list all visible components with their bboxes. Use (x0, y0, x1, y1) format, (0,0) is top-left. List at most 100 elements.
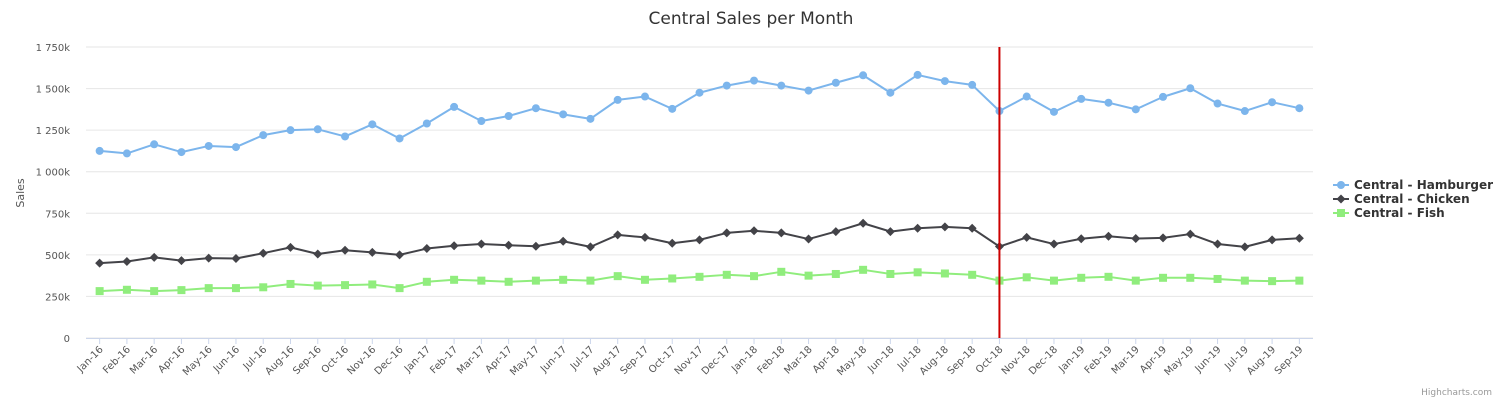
data-point[interactable] (1240, 242, 1250, 252)
data-point[interactable] (450, 275, 459, 284)
data-point[interactable] (1268, 98, 1277, 107)
data-point[interactable] (477, 116, 486, 125)
data-point[interactable] (859, 71, 868, 80)
data-point[interactable] (804, 271, 813, 280)
data-point[interactable] (395, 134, 404, 143)
data-point[interactable] (695, 272, 704, 281)
data-point[interactable] (231, 254, 241, 264)
data-point[interactable] (177, 286, 186, 295)
data-point[interactable] (368, 280, 377, 289)
data-point[interactable] (695, 235, 704, 245)
data-point[interactable] (1240, 107, 1249, 116)
data-point[interactable] (367, 247, 377, 257)
data-point[interactable] (613, 272, 622, 281)
data-point[interactable] (1268, 277, 1277, 286)
data-point[interactable] (722, 270, 731, 279)
data-point[interactable] (1077, 94, 1086, 103)
data-point[interactable] (95, 287, 104, 296)
data-point[interactable] (204, 253, 214, 263)
data-point[interactable] (940, 77, 949, 86)
data-point[interactable] (586, 276, 595, 285)
legend-marker[interactable] (1337, 209, 1345, 217)
data-point[interactable] (1213, 99, 1222, 108)
data-point[interactable] (722, 228, 732, 238)
data-point[interactable] (640, 92, 649, 101)
data-point[interactable] (149, 252, 159, 262)
data-point[interactable] (313, 125, 322, 134)
data-point[interactable] (1022, 232, 1032, 242)
data-point[interactable] (231, 143, 240, 152)
data-point[interactable] (1022, 92, 1031, 101)
data-point[interactable] (750, 272, 759, 281)
data-point[interactable] (885, 227, 895, 237)
data-point[interactable] (559, 110, 568, 119)
data-point[interactable] (531, 276, 540, 285)
data-point[interactable] (286, 242, 295, 252)
data-point[interactable] (913, 70, 922, 79)
data-point[interactable] (831, 269, 840, 278)
data-point[interactable] (967, 223, 977, 233)
data-point[interactable] (831, 227, 841, 237)
data-point[interactable] (1104, 272, 1113, 281)
data-point[interactable] (831, 78, 840, 87)
data-point[interactable] (886, 269, 895, 278)
data-point[interactable] (504, 112, 513, 121)
data-point[interactable] (504, 240, 514, 250)
data-point[interactable] (1185, 229, 1195, 239)
data-point[interactable] (95, 146, 104, 155)
data-point[interactable] (1294, 233, 1304, 243)
data-point[interactable] (1267, 235, 1277, 245)
data-point[interactable] (1049, 107, 1058, 116)
data-point[interactable] (1104, 98, 1113, 107)
data-point[interactable] (777, 267, 786, 276)
data-point[interactable] (450, 102, 459, 111)
data-point[interactable] (1131, 105, 1140, 114)
data-point[interactable] (1022, 273, 1031, 282)
data-point[interactable] (1131, 276, 1140, 285)
data-point[interactable] (313, 249, 323, 259)
data-point[interactable] (1131, 234, 1141, 244)
data-point[interactable] (286, 279, 295, 288)
data-point[interactable] (668, 104, 677, 113)
data-point[interactable] (1049, 239, 1059, 249)
data-point[interactable] (422, 119, 431, 128)
data-point[interactable] (1213, 274, 1222, 283)
data-point[interactable] (613, 230, 623, 240)
data-point[interactable] (204, 284, 213, 293)
data-point[interactable] (750, 76, 759, 85)
data-point[interactable] (122, 257, 132, 267)
legend-marker[interactable] (1336, 194, 1346, 204)
data-point[interactable] (940, 222, 950, 232)
data-point[interactable] (449, 241, 459, 251)
data-point[interactable] (204, 141, 213, 150)
data-point[interactable] (804, 86, 813, 95)
data-point[interactable] (559, 275, 568, 284)
data-point[interactable] (640, 232, 650, 242)
data-point[interactable] (313, 281, 322, 290)
data-point[interactable] (667, 238, 677, 248)
data-point[interactable] (395, 284, 404, 293)
data-point[interactable] (531, 104, 540, 113)
data-point[interactable] (259, 283, 268, 292)
data-point[interactable] (286, 126, 295, 135)
credits-label[interactable]: Highcharts.com (1421, 388, 1492, 398)
data-point[interactable] (477, 276, 486, 285)
data-point[interactable] (1158, 233, 1168, 243)
data-point[interactable] (668, 274, 677, 283)
data-point[interactable] (1159, 92, 1168, 101)
data-point[interactable] (341, 281, 350, 290)
data-point[interactable] (1076, 234, 1086, 244)
data-point[interactable] (722, 81, 731, 90)
data-point[interactable] (776, 228, 786, 238)
data-point[interactable] (804, 234, 814, 244)
data-point[interactable] (150, 140, 159, 149)
data-point[interactable] (231, 284, 240, 293)
data-point[interactable] (476, 239, 486, 249)
data-point[interactable] (368, 120, 377, 129)
data-point[interactable] (640, 275, 649, 284)
data-point[interactable] (531, 241, 541, 251)
data-point[interactable] (1213, 239, 1223, 249)
data-point[interactable] (585, 242, 595, 252)
data-point[interactable] (95, 258, 105, 268)
data-point[interactable] (1295, 276, 1304, 285)
